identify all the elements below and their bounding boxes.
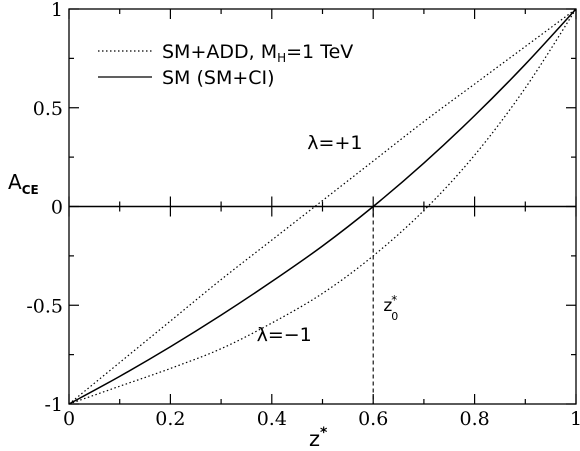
y-axis-label: ACE: [8, 170, 39, 197]
x-tick-label: 0.8: [459, 408, 489, 430]
annotation-lambda-minus: λ=−1: [257, 324, 312, 346]
series-group: [68, 8, 577, 405]
y-tick-label: -1: [44, 394, 63, 416]
y-tick-label: 0: [51, 197, 63, 219]
y-tick-label: -0.5: [26, 295, 63, 317]
x-tick-label: 0.2: [155, 408, 185, 430]
series-line-1: [68, 8, 577, 405]
y-tick-label: 0.5: [33, 98, 63, 120]
x-tick-label: 0: [63, 408, 75, 430]
annotation-lambda-plus: λ=+1: [307, 132, 362, 154]
legend: SM+ADD, MH=1 TeV SM (SM+CI): [98, 41, 353, 89]
x-tick-label: 1: [570, 408, 580, 430]
y-tick-label: 1: [51, 0, 63, 21]
legend-label-add: SM+ADD, MH=1 TeV: [162, 41, 353, 65]
x-tick-label: 0.4: [257, 408, 287, 430]
annotations-group: λ=+1 λ=−1 z0*: [257, 132, 399, 346]
annotation-z0: z0*: [383, 293, 398, 323]
x-tick-label: 0.6: [358, 408, 388, 430]
x-axis-label: z*: [309, 425, 328, 451]
series-line-2: [68, 8, 577, 405]
legend-label-sm: SM (SM+CI): [162, 67, 275, 89]
series-line-0: [68, 8, 577, 405]
